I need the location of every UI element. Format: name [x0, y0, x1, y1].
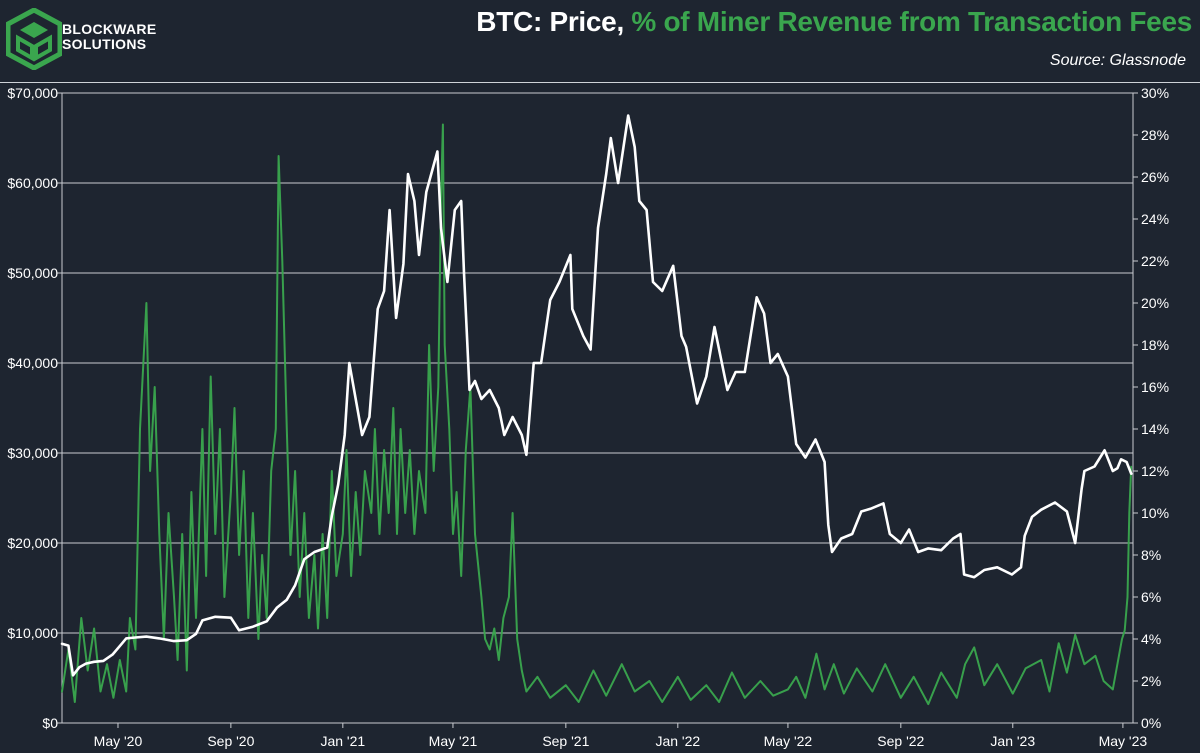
x-tick-label: May '22: [764, 733, 813, 749]
right-tick-label: 28%: [1141, 127, 1169, 143]
left-tick-label: $20,000: [7, 535, 58, 551]
x-tick-label: Sep '22: [877, 733, 924, 749]
chart-source: Source: Glassnode: [1049, 52, 1186, 69]
brand-name: BLOCKWARE SOLUTIONS: [62, 22, 156, 52]
plot-frame: [61, 93, 1134, 724]
header-divider: [0, 82, 1200, 83]
right-tick-label: 6%: [1141, 589, 1161, 605]
x-tick-label: Jan '22: [655, 733, 700, 749]
chart-title-white: BTC: Price,: [476, 6, 632, 37]
x-tick-label: May '23: [1099, 733, 1148, 749]
chart-title: BTC: Price, % of Miner Revenue from Tran…: [476, 6, 1192, 38]
right-tick-label: 14%: [1141, 421, 1169, 437]
right-tick-label: 12%: [1141, 463, 1169, 479]
right-tick-label: 8%: [1141, 547, 1161, 563]
right-tick-label: 4%: [1141, 631, 1161, 647]
btc-price-line: [60, 114, 1133, 677]
x-tick-label: Sep '21: [542, 733, 589, 749]
right-tick-label: 20%: [1141, 295, 1169, 311]
x-tick-label: Jan '21: [320, 733, 365, 749]
right-axis: 0% 2% 4% 6% 8% 10% 12% 14% 16% 18% 20% 22% 24% 26% 28%…: [1133, 85, 1169, 731]
right-tick-label: 10%: [1141, 505, 1169, 521]
right-tick-label: 16%: [1141, 379, 1169, 395]
right-tick-label: 18%: [1141, 337, 1169, 353]
left-tick-label: $50,000: [7, 265, 58, 281]
right-tick-label: 26%: [1141, 169, 1169, 185]
right-tick-label: 30%: [1141, 85, 1169, 101]
left-tick-label: $10,000: [7, 625, 58, 641]
x-tick-label: Jan '23: [990, 733, 1035, 749]
logo: [5, 7, 156, 74]
brand-line-1: BLOCKWARE: [62, 21, 157, 37]
series-lines: [60, 114, 1133, 706]
right-tick-label: 0%: [1141, 715, 1161, 731]
left-tick-label: $70,000: [7, 85, 58, 101]
left-axis: $0 $10,000 $20,000 $30,000 $40,000 $50,000 $60…: [7, 85, 62, 731]
blockware-cube-icon: [5, 7, 63, 71]
x-tick-label: Sep '20: [207, 733, 254, 749]
left-tick-label: $30,000: [7, 445, 58, 461]
left-tick-label: $40,000: [7, 355, 58, 371]
x-tick-label: May '21: [429, 733, 478, 749]
right-tick-label: 22%: [1141, 253, 1169, 269]
chart-title-green: % of Miner Revenue from Transaction Fees: [631, 6, 1192, 37]
left-tick-label: $60,000: [7, 175, 58, 191]
x-tick-label: May '20: [94, 733, 143, 749]
brand-line-2: SOLUTIONS: [62, 36, 147, 52]
x-axis: May '20 Sep '20 Jan '21 May '21 Sep '21 Jan '…: [94, 723, 1148, 749]
grid-lines: [62, 92, 1133, 634]
right-tick-label: 24%: [1141, 211, 1169, 227]
right-tick-label: 2%: [1141, 673, 1161, 689]
left-tick-label: $0: [42, 715, 58, 731]
fee-percent-line: [61, 123, 1133, 706]
